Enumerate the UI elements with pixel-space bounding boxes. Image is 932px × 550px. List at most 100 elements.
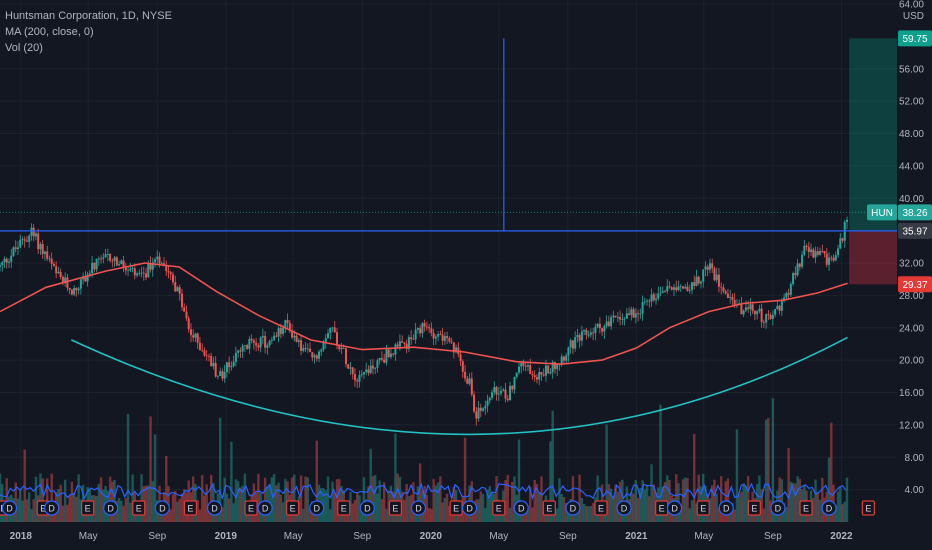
volume-bar bbox=[778, 477, 781, 522]
dividend-marker[interactable]: D bbox=[770, 500, 786, 516]
volume-bar bbox=[284, 478, 287, 522]
candle-body bbox=[726, 293, 729, 298]
event-label: E bbox=[341, 504, 347, 514]
volume-bar bbox=[396, 473, 399, 522]
earnings-marker[interactable]: E bbox=[655, 500, 669, 516]
chart-legend: Huntsman Corporation, 1D, NYSE MA (200, … bbox=[5, 8, 172, 56]
candle-body bbox=[365, 369, 368, 373]
dividend-marker[interactable]: D bbox=[616, 500, 632, 516]
earnings-marker[interactable]: E bbox=[594, 500, 608, 516]
earnings-marker[interactable]: E bbox=[388, 500, 403, 516]
dividend-marker[interactable]: D bbox=[257, 500, 273, 516]
y-tick-label: 52.00 bbox=[899, 97, 924, 108]
volume-bar bbox=[77, 474, 80, 522]
candle-body bbox=[344, 348, 347, 365]
volume-bar bbox=[612, 496, 615, 522]
price-tag-label: 29.37 bbox=[902, 280, 927, 291]
x-tick-label: Sep bbox=[148, 531, 166, 542]
dividend-marker[interactable]: D bbox=[359, 500, 375, 516]
dividend-marker[interactable]: D bbox=[821, 500, 837, 516]
time-axis[interactable]: 2018 May Sep 2019 May Sep 2020 May Sep 2021 May Sep… bbox=[10, 531, 853, 542]
volume-bar bbox=[481, 493, 485, 522]
ma-indicator-label[interactable]: MA (200, close, 0) bbox=[5, 26, 94, 38]
dividend-marker[interactable]: D bbox=[154, 500, 170, 516]
event-label: D bbox=[723, 504, 730, 514]
currency-label: USD bbox=[903, 11, 924, 22]
candle-body bbox=[459, 354, 462, 362]
volume-bar bbox=[564, 502, 568, 522]
candle-body bbox=[360, 374, 363, 376]
volume-bar bbox=[196, 499, 199, 522]
volume-bar bbox=[758, 475, 761, 522]
price-tag: 29.37 bbox=[898, 276, 932, 293]
volume-bar bbox=[99, 477, 103, 522]
candle-body bbox=[711, 263, 714, 269]
candle-body bbox=[666, 286, 669, 292]
earnings-icon bbox=[388, 500, 403, 516]
volume-bar bbox=[149, 416, 152, 522]
earnings-marker[interactable]: E bbox=[337, 500, 351, 516]
long-position-tool[interactable] bbox=[849, 38, 897, 285]
loss-zone bbox=[849, 230, 897, 285]
candle-body bbox=[733, 299, 736, 306]
candle-body bbox=[747, 307, 750, 310]
earnings-icon bbox=[799, 500, 813, 516]
dividend-marker[interactable]: D bbox=[565, 500, 581, 516]
dividend-marker[interactable]: D bbox=[103, 500, 119, 516]
volume-ma-line bbox=[0, 482, 847, 501]
dividend-marker[interactable]: D bbox=[461, 500, 478, 516]
dividend-marker[interactable]: D bbox=[513, 500, 529, 516]
candle-body bbox=[342, 348, 345, 350]
earnings-marker[interactable]: E bbox=[799, 500, 813, 516]
earnings-marker[interactable]: E bbox=[244, 500, 258, 516]
drawings[interactable] bbox=[0, 38, 897, 436]
volume-indicator-label[interactable]: Vol (20) bbox=[5, 42, 43, 54]
dividend-marker[interactable]: D bbox=[718, 500, 734, 516]
earnings-marker[interactable]: E bbox=[696, 500, 710, 516]
volume-bar bbox=[490, 492, 494, 522]
dividend-marker[interactable]: D bbox=[309, 500, 325, 516]
earnings-marker[interactable]: E bbox=[492, 500, 506, 516]
candle-body bbox=[533, 375, 536, 378]
candle-body bbox=[118, 264, 121, 266]
candle-body bbox=[789, 283, 792, 295]
earnings-marker[interactable]: E bbox=[183, 500, 198, 516]
candle-body bbox=[219, 371, 222, 376]
earnings-icon bbox=[492, 500, 506, 516]
dividend-marker[interactable]: D bbox=[410, 500, 427, 516]
event-markers[interactable]: EDEDEDEDEDEDEDEDEDEDEDEDEDEDEDEDEDE bbox=[0, 500, 875, 516]
volume-bar bbox=[652, 484, 655, 522]
earnings-icon bbox=[747, 500, 761, 516]
volume-bar bbox=[605, 424, 608, 522]
dividend-icon bbox=[513, 500, 529, 516]
event-label: D bbox=[6, 504, 13, 514]
candle-body bbox=[830, 257, 833, 259]
earnings-marker[interactable]: E bbox=[81, 500, 95, 516]
dividend-marker[interactable]: D bbox=[1, 500, 18, 516]
earnings-marker[interactable]: E bbox=[542, 500, 556, 516]
dividend-marker[interactable]: D bbox=[44, 500, 60, 516]
candle-body bbox=[68, 287, 71, 290]
earnings-marker[interactable]: E bbox=[747, 500, 761, 516]
volume-bar bbox=[841, 504, 844, 522]
volume-bar bbox=[634, 480, 638, 522]
volume-bar bbox=[218, 417, 222, 522]
price-tag-box bbox=[898, 222, 932, 239]
candle-body bbox=[79, 279, 82, 289]
earnings-icon bbox=[861, 500, 875, 516]
earnings-marker[interactable]: E bbox=[286, 500, 300, 516]
candle-body bbox=[270, 339, 273, 342]
earnings-marker[interactable]: E bbox=[449, 500, 463, 516]
price-axis[interactable]: 64.00 56.00 52.00 48.00 44.00 40.00 32.00 28.00… bbox=[899, 0, 924, 496]
price-tag-box bbox=[898, 276, 932, 293]
candle-body bbox=[225, 362, 228, 373]
dividend-marker[interactable]: D bbox=[666, 500, 683, 516]
candle-body bbox=[576, 335, 579, 338]
earnings-marker[interactable]: E bbox=[132, 500, 146, 516]
symbol-title[interactable]: Huntsman Corporation, 1D, NYSE bbox=[5, 10, 172, 22]
dividend-marker[interactable]: D bbox=[206, 500, 223, 516]
earnings-marker[interactable]: E bbox=[861, 500, 875, 516]
candle-body bbox=[127, 270, 130, 272]
earnings-icon bbox=[696, 500, 710, 516]
